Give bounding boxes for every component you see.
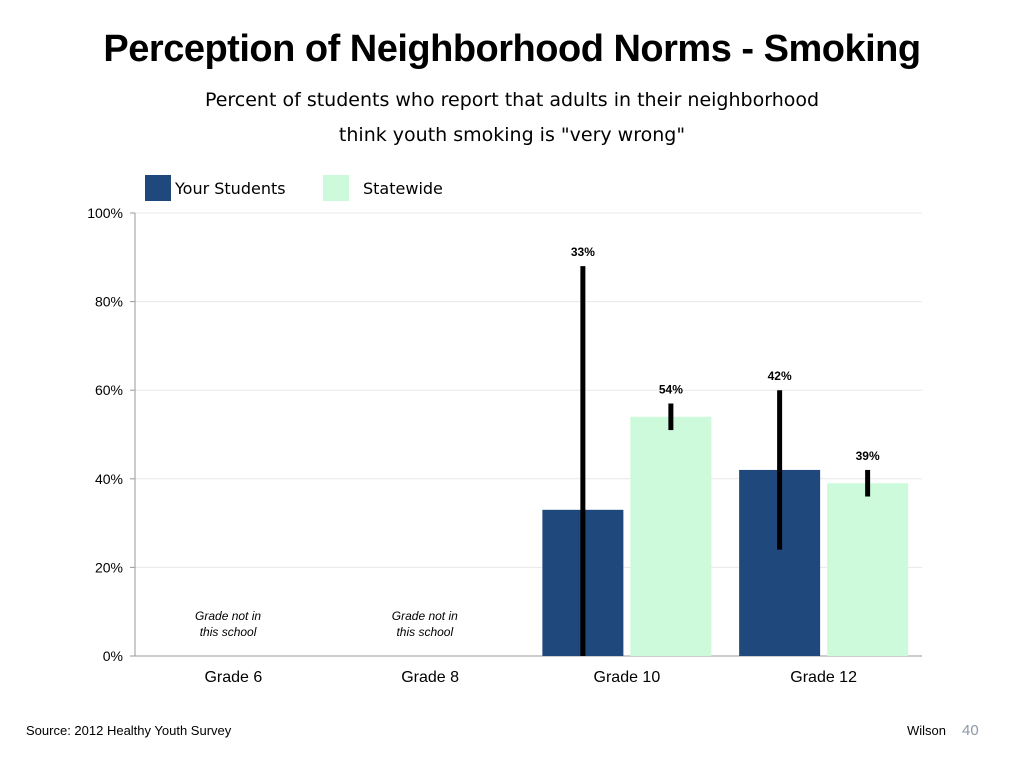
x-tick-label: Grade 12 xyxy=(790,669,857,686)
legend-label: Statewide xyxy=(363,179,443,198)
x-tick-label: Grade 10 xyxy=(594,669,661,686)
annotation-text: Grade not in xyxy=(392,609,458,623)
author-name: Wilson xyxy=(906,723,946,738)
bar xyxy=(630,416,712,656)
y-tick-label: 60% xyxy=(95,382,123,398)
y-tick-label: 80% xyxy=(95,294,123,310)
legend-label: Your Students xyxy=(174,179,286,198)
data-label: 33% xyxy=(571,245,595,259)
annotation-text: this school xyxy=(200,625,257,639)
data-label: 39% xyxy=(856,449,880,463)
y-tick-label: 20% xyxy=(95,559,123,575)
slide-title: Perception of Neighborhood Norms - Smoki… xyxy=(103,28,921,70)
legend-swatch xyxy=(145,175,171,201)
x-tick-label: Grade 8 xyxy=(401,669,459,686)
y-tick-label: 0% xyxy=(103,648,123,664)
y-tick-label: 40% xyxy=(95,471,123,487)
y-tick-label: 100% xyxy=(87,205,123,221)
x-tick-label: Grade 6 xyxy=(204,669,262,686)
data-label: 42% xyxy=(768,369,792,383)
slide-subtitle-line-2: think youth smoking is "very wrong" xyxy=(338,124,686,146)
annotation-text: Grade not in xyxy=(195,609,261,623)
annotation-text: this school xyxy=(396,625,453,639)
bar xyxy=(827,483,909,656)
source-note: Source: 2012 Healthy Youth Survey xyxy=(26,723,232,738)
slide-subtitle-line-1: Percent of students who report that adul… xyxy=(204,89,820,111)
data-label: 54% xyxy=(659,382,683,396)
page-number: 40 xyxy=(962,722,979,739)
legend-swatch xyxy=(323,175,349,201)
